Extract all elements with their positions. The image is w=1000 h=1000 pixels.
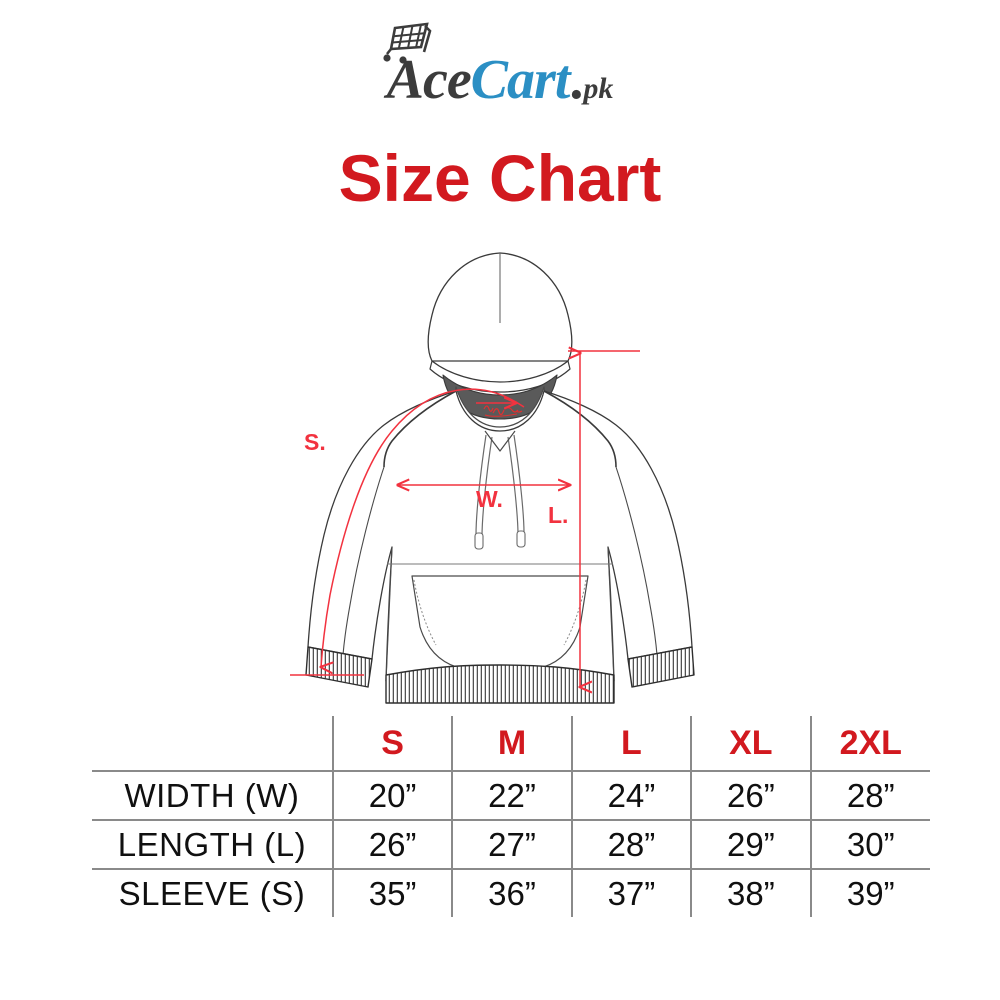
kangaroo-pocket <box>411 575 589 670</box>
drawstring-right <box>513 434 525 534</box>
collar-v-notch <box>484 430 516 452</box>
sleeve-inner-right <box>615 466 658 656</box>
size-table-container: S M L XL 2XL WIDTH (W) 20” 22” 24” 26” 2… <box>92 716 930 917</box>
header-size-xl: XL <box>690 716 811 771</box>
table-row-width: WIDTH (W) 20” 22” 24” 26” 28” <box>92 770 930 820</box>
brand-logo-inner: Ace Cart . pk <box>383 22 614 111</box>
cell-width-l: 24” <box>570 770 692 820</box>
sleeve-measure-line <box>321 388 525 667</box>
header-size-l: L <box>570 716 692 771</box>
cell-length-l: 28” <box>570 819 692 869</box>
hood-lining <box>442 374 558 420</box>
cell-sleeve-2xl: 39” <box>809 868 930 917</box>
hem-rib <box>385 664 615 704</box>
brand-dot: . <box>569 49 584 111</box>
brand-logo[interactable]: Ace Cart . pk <box>0 22 1000 116</box>
drawstring-left <box>475 434 487 536</box>
neck-brand-mark <box>483 405 523 417</box>
cell-length-s: 26” <box>331 819 453 869</box>
shoulder-seam-right <box>543 390 617 468</box>
cell-sleeve-s: 35” <box>331 868 453 917</box>
sleeve-inner-left <box>342 466 385 656</box>
cell-sleeve-l: 37” <box>570 868 692 917</box>
cell-width-m: 22” <box>451 770 572 820</box>
measurement-annotations <box>290 351 640 687</box>
length-label: L. <box>548 502 568 528</box>
cell-sleeve-m: 36” <box>451 868 572 917</box>
side-seam-left <box>385 546 393 682</box>
aglet-left <box>474 532 484 550</box>
brand-tld: pk <box>583 72 614 105</box>
cell-width-2xl: 28” <box>809 770 930 820</box>
cuff-rib-right <box>627 646 695 688</box>
aglet-right <box>516 530 526 548</box>
row-label-sleeve: SLEEVE (S) <box>92 868 333 917</box>
sleeve-label: S. <box>304 429 326 455</box>
cell-length-xl: 29” <box>690 819 811 869</box>
cell-length-2xl: 30” <box>809 819 930 869</box>
size-chart-table: S M L XL 2XL WIDTH (W) 20” 22” 24” 26” 2… <box>92 716 930 917</box>
header-size-2xl: 2XL <box>809 716 930 771</box>
hoodie-illustration: S. W. L. <box>290 252 695 704</box>
page-title: Size Chart <box>338 141 662 215</box>
row-label-width: WIDTH (W) <box>92 770 333 820</box>
row-label-length: LENGTH (L) <box>92 819 333 869</box>
table-header-row: S M L XL 2XL <box>92 716 930 771</box>
header-size-s: S <box>331 716 453 771</box>
table-row-sleeve: SLEEVE (S) 35” 36” 37” 38” 39” <box>92 868 930 917</box>
cell-width-s: 20” <box>331 770 453 820</box>
brand-name-cart: Cart <box>470 49 571 111</box>
brand-name-ace: Ace <box>386 49 472 111</box>
header-blank-cell <box>92 716 333 771</box>
cell-width-xl: 26” <box>690 770 811 820</box>
shoulder-seam-left <box>383 390 457 468</box>
cell-sleeve-xl: 38” <box>690 868 811 917</box>
cell-length-m: 27” <box>451 819 572 869</box>
header-size-m: M <box>451 716 572 771</box>
width-label: W. <box>476 486 503 512</box>
table-row-length: LENGTH (L) 26” 27” 28” 29” 30” <box>92 819 930 869</box>
side-seam-right <box>607 546 615 682</box>
